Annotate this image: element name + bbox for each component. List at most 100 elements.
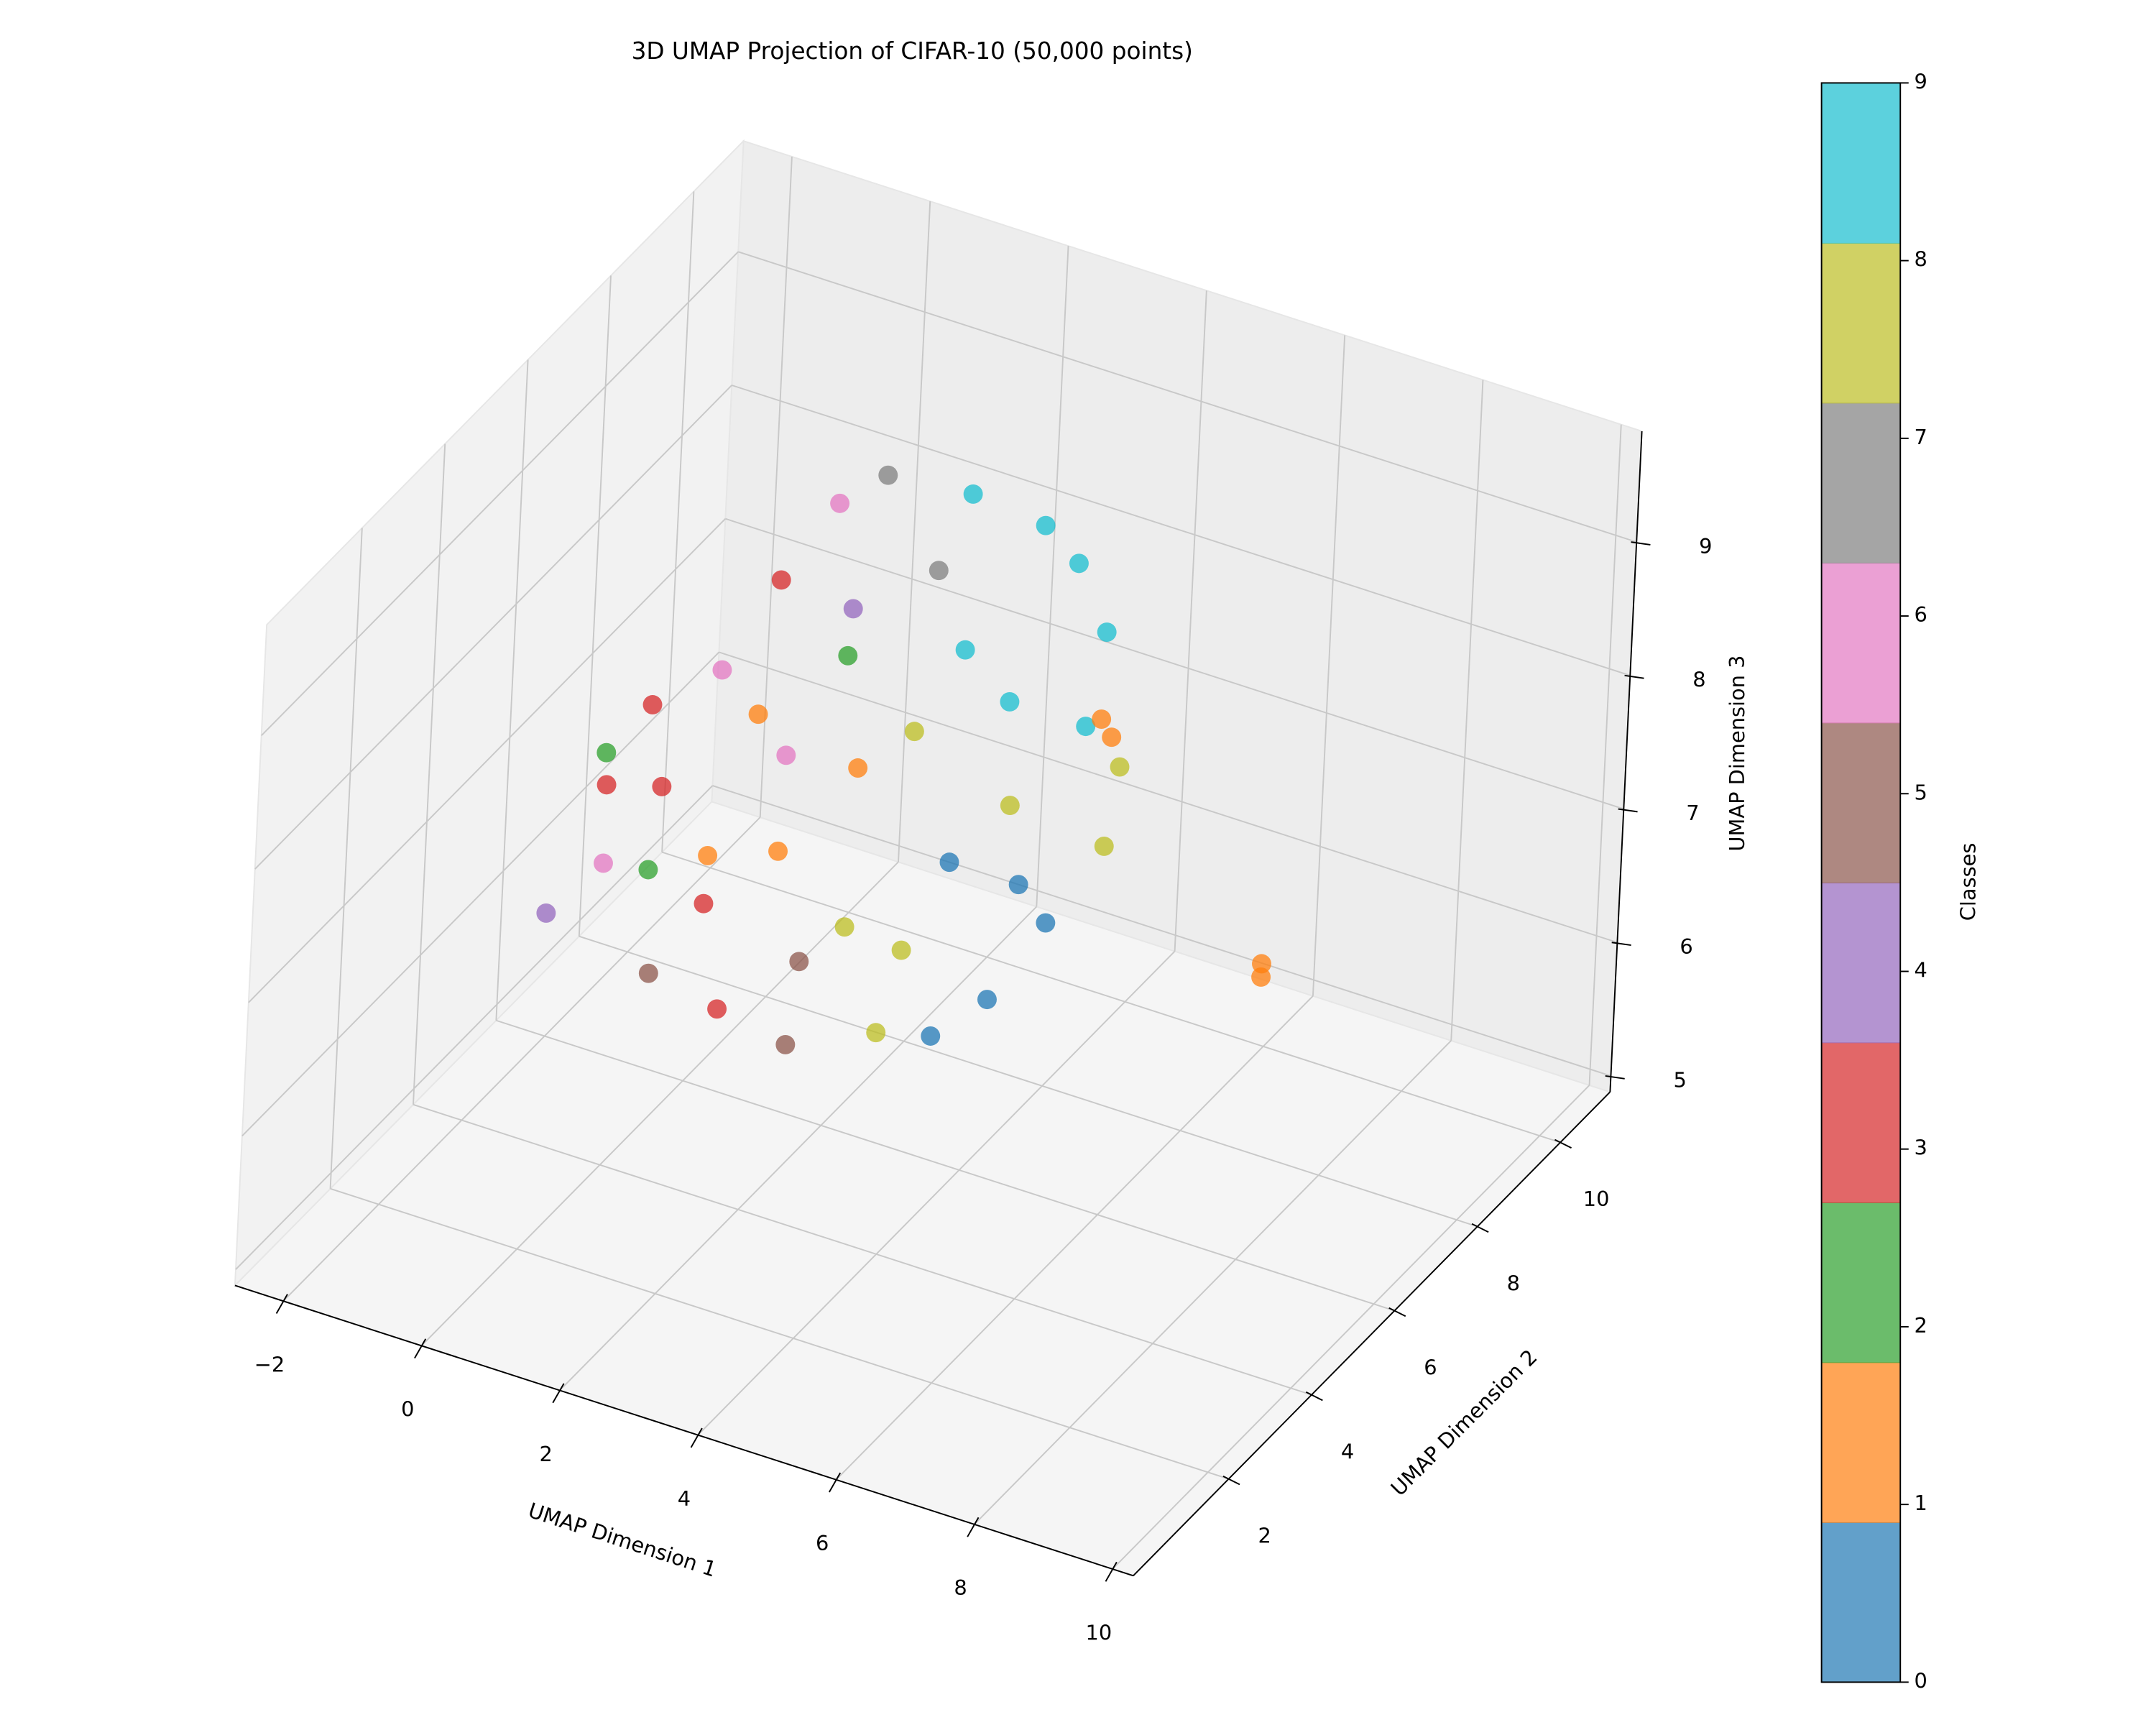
point bbox=[642, 695, 663, 714]
point bbox=[1097, 622, 1117, 642]
tick-mark bbox=[1624, 674, 1644, 679]
grid-line bbox=[241, 651, 720, 1137]
colorbar-tick-label: 4 bbox=[1914, 957, 1927, 982]
point bbox=[929, 561, 949, 581]
tick-mark bbox=[1618, 808, 1638, 813]
tick-label: 10 bbox=[1583, 1187, 1610, 1211]
tick-mark bbox=[690, 1427, 703, 1448]
colorbar: 0 1 2 3 4 5 6 7 8 9 bbox=[1820, 69, 1927, 1693]
colorbar-band bbox=[1821, 242, 1901, 404]
grid-line bbox=[697, 950, 1176, 1436]
tick-mark bbox=[1222, 1475, 1240, 1486]
point bbox=[776, 745, 796, 765]
axis-line bbox=[234, 1284, 1134, 1577]
chart-title: 3D UMAP Projection of CIFAR-10 (50,000 p… bbox=[632, 37, 1193, 65]
point bbox=[866, 1023, 886, 1043]
tick-label: 5 bbox=[1673, 1068, 1686, 1092]
point bbox=[1069, 553, 1089, 574]
grid-line bbox=[737, 251, 1637, 543]
colorbar-tick-label: 2 bbox=[1914, 1313, 1927, 1338]
colorbar-tick-label: 0 bbox=[1914, 1668, 1927, 1693]
point bbox=[1000, 691, 1020, 712]
point bbox=[1092, 709, 1112, 730]
colorbar-tick-label: 3 bbox=[1914, 1136, 1927, 1160]
point bbox=[1036, 515, 1056, 535]
point bbox=[1094, 836, 1114, 856]
point bbox=[891, 940, 911, 960]
point bbox=[775, 1034, 796, 1054]
tick-mark bbox=[275, 1294, 288, 1314]
colorbar-tick-label: 1 bbox=[1914, 1491, 1927, 1515]
colorbar-tick-label: 7 bbox=[1914, 425, 1927, 449]
point bbox=[698, 845, 718, 865]
tick-label: 10 bbox=[1086, 1620, 1112, 1644]
point bbox=[652, 776, 672, 796]
grid-line bbox=[712, 785, 1611, 1077]
point bbox=[939, 852, 959, 873]
grid-line bbox=[254, 385, 732, 870]
point bbox=[1008, 875, 1028, 895]
tick-label: 2 bbox=[1258, 1523, 1271, 1547]
z-axis-label: UMAP Dimension 3 bbox=[1725, 656, 1749, 852]
tick-label: 6 bbox=[1680, 934, 1692, 959]
grid-line bbox=[496, 1019, 1395, 1312]
colorbar-tick-label: 8 bbox=[1914, 247, 1927, 272]
tick-label: −2 bbox=[254, 1353, 285, 1377]
tick-label: 2 bbox=[539, 1442, 552, 1466]
grid-line bbox=[330, 1187, 1229, 1480]
y-axis-label: UMAP Dimension 2 bbox=[1386, 1345, 1542, 1501]
point bbox=[843, 599, 863, 619]
colorbar-band bbox=[1821, 1362, 1901, 1523]
colorbar-band bbox=[1821, 722, 1901, 883]
grid-line bbox=[579, 935, 1478, 1228]
tick-mark bbox=[1388, 1307, 1406, 1317]
point bbox=[771, 570, 791, 590]
axis-line bbox=[1609, 431, 1643, 1092]
grid-line bbox=[719, 651, 1618, 944]
points bbox=[536, 465, 1271, 1054]
colorbar-frame bbox=[1820, 82, 1902, 1683]
tick-mark bbox=[1471, 1223, 1489, 1233]
tick-label: 8 bbox=[1692, 668, 1705, 692]
colorbar-band bbox=[1821, 1042, 1901, 1203]
colorbar-tick-label: 5 bbox=[1914, 780, 1927, 804]
grid-line bbox=[282, 816, 761, 1302]
point bbox=[1000, 796, 1020, 816]
point bbox=[707, 999, 727, 1019]
tick-label: 6 bbox=[816, 1531, 829, 1555]
colorbar-band bbox=[1821, 882, 1901, 1044]
point bbox=[834, 917, 854, 937]
grid-line bbox=[835, 995, 1314, 1481]
point bbox=[596, 742, 617, 763]
point bbox=[638, 963, 658, 983]
point bbox=[594, 853, 613, 873]
grid-line bbox=[725, 518, 1624, 810]
tick-mark bbox=[967, 1517, 980, 1537]
point bbox=[977, 990, 997, 1010]
grid-line bbox=[261, 251, 739, 737]
grid-line bbox=[974, 1040, 1452, 1525]
colorbar-label: Classes bbox=[1955, 843, 1980, 921]
grid-line bbox=[1112, 1085, 1590, 1570]
point bbox=[921, 1026, 941, 1046]
tick-label: 6 bbox=[1424, 1355, 1437, 1379]
point bbox=[838, 645, 858, 666]
tick-label: 4 bbox=[678, 1486, 691, 1511]
tick-mark bbox=[552, 1383, 565, 1404]
grid-line bbox=[413, 1103, 1312, 1396]
colorbar-tick-label: 6 bbox=[1914, 602, 1927, 627]
grid-line bbox=[559, 906, 1037, 1392]
point bbox=[1036, 913, 1056, 933]
tick-label: 4 bbox=[1341, 1439, 1354, 1463]
grid-line bbox=[248, 518, 727, 1003]
point bbox=[536, 903, 556, 923]
colorbar-band bbox=[1821, 1522, 1901, 1683]
point bbox=[955, 640, 975, 660]
tick-label: 8 bbox=[1507, 1271, 1520, 1295]
tick-mark bbox=[829, 1472, 842, 1493]
point bbox=[830, 493, 850, 513]
axis-line bbox=[1133, 1091, 1611, 1576]
point bbox=[1110, 757, 1130, 777]
grid-line bbox=[661, 851, 1561, 1144]
